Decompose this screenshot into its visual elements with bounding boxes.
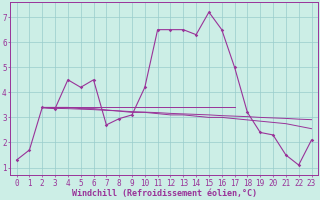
X-axis label: Windchill (Refroidissement éolien,°C): Windchill (Refroidissement éolien,°C)	[72, 189, 257, 198]
